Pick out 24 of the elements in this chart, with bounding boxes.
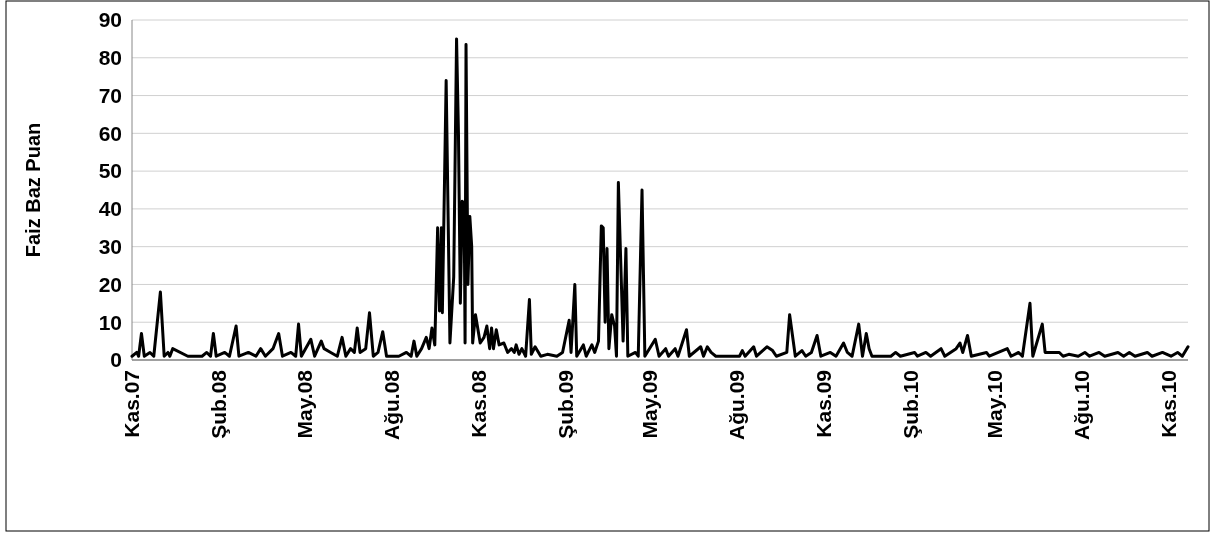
x-tick-label: Ağu.10 xyxy=(1070,370,1094,441)
x-tick-label: Kas.09 xyxy=(812,370,836,438)
y-tick-label: 0 xyxy=(110,348,122,372)
x-tick-label: Şub.09 xyxy=(553,370,577,439)
y-tick-label: 70 xyxy=(98,83,122,107)
x-tick-label: Kas.07 xyxy=(120,370,144,438)
y-tick-label: 30 xyxy=(98,235,122,259)
x-tick-label: Ağu.09 xyxy=(725,370,748,441)
y-tick-label: 50 xyxy=(98,159,122,183)
x-tick-label: Kas.08 xyxy=(466,369,490,438)
y-axis-title: Faiz Baz Puan xyxy=(22,122,44,258)
x-tick-label: May.09 xyxy=(637,370,661,439)
y-tick-label: 40 xyxy=(98,197,122,221)
y-tick-label: 80 xyxy=(98,46,122,70)
x-tick-label: May.08 xyxy=(292,369,316,439)
y-tick-label: 60 xyxy=(98,121,122,145)
y-tick-label: 90 xyxy=(98,8,122,32)
y-tick-label: 10 xyxy=(98,310,122,334)
y-tick-label: 20 xyxy=(98,272,122,296)
x-tick-label: Şub.08 xyxy=(207,369,231,439)
x-tick-label: Şub.10 xyxy=(899,370,923,439)
x-tick-label: May.10 xyxy=(983,370,1007,439)
x-tick-label: Ağu.08 xyxy=(379,369,403,441)
x-tick-label: Kas.10 xyxy=(1157,370,1181,438)
